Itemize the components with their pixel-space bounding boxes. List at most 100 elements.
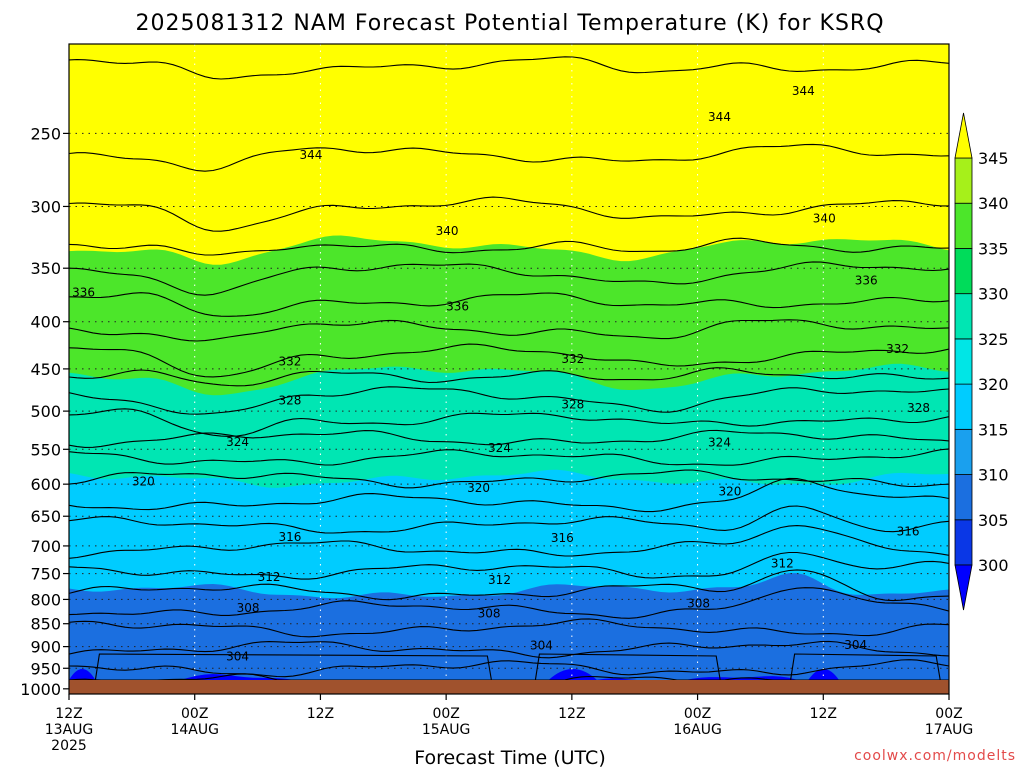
isotherm-lines xyxy=(69,56,949,681)
isotherm-label: 328 xyxy=(907,401,930,415)
isotherm-label: 304 xyxy=(844,638,867,652)
isotherm-label: 344 xyxy=(299,148,322,162)
x-axis-label: Forecast Time (UTC) xyxy=(414,747,605,768)
isotherm-310 xyxy=(69,569,949,602)
isotherm-316 xyxy=(69,505,949,534)
isotherm-334 xyxy=(69,319,949,342)
colorbar-box xyxy=(954,202,973,249)
y-tick-label: 800 xyxy=(30,590,61,609)
isotherm-336 xyxy=(69,292,949,317)
isotherm-label: 308 xyxy=(687,596,710,610)
band-310 xyxy=(69,573,949,694)
y-tick-label: 250 xyxy=(30,124,61,143)
isotherm-label: 316 xyxy=(279,530,302,544)
colorbar-bottom-arrow xyxy=(954,564,973,611)
isotherm-332 xyxy=(69,343,949,378)
x-tick-label: 16AUG xyxy=(673,722,722,738)
isotherm-318 xyxy=(69,477,949,513)
colorbar-tick-label: 315 xyxy=(978,420,1009,439)
isotherm-label: 308 xyxy=(478,607,501,621)
isotherm-312 xyxy=(69,551,949,580)
colorbar-tick-label: 305 xyxy=(978,511,1009,530)
colorbar-tick-label: 325 xyxy=(978,330,1009,349)
x-tick-label: 12Z xyxy=(55,706,82,722)
colorbar-tick-label: 340 xyxy=(978,194,1009,213)
isotherm-344 xyxy=(69,143,949,172)
y-tick-label: 900 xyxy=(30,638,61,657)
isotherm-label: 332 xyxy=(561,352,584,366)
isotherm-label: 336 xyxy=(72,286,95,300)
isotherm-label: 312 xyxy=(771,556,794,570)
isotherm-324 xyxy=(69,429,949,448)
y-tick-label: 600 xyxy=(30,475,61,494)
y-tick-label: 950 xyxy=(30,659,61,678)
colorbar-box xyxy=(954,293,973,340)
x-tick-label: 00Z xyxy=(432,706,459,722)
x-tick-label: 13AUG xyxy=(45,722,94,738)
x-tick-label: 12Z xyxy=(558,706,585,722)
isotherm-label: 320 xyxy=(467,481,490,495)
colorbar-tick-label: 300 xyxy=(978,556,1009,575)
y-tick-label: 450 xyxy=(30,360,61,379)
colorbar-box xyxy=(954,474,973,521)
isotherm-label: 344 xyxy=(708,110,731,124)
y-tick-label: 650 xyxy=(30,507,61,526)
ground-bar xyxy=(69,680,949,694)
isotherm-label: 328 xyxy=(561,398,584,412)
chart-title: 2025081312 NAM Forecast Potential Temper… xyxy=(135,11,884,36)
surface-contour-0 xyxy=(94,653,492,681)
isotherm-label: 304 xyxy=(226,649,249,663)
isotherm-label: 336 xyxy=(855,274,878,288)
surface-contour-1 xyxy=(534,653,721,681)
colorbar-tick-label: 335 xyxy=(978,239,1009,258)
isotherm-label: 324 xyxy=(488,441,511,455)
x-tick-label: 12Z xyxy=(307,706,334,722)
isotherm-338 xyxy=(69,261,949,296)
colorbar-box xyxy=(954,157,973,204)
isotherm-label: 316 xyxy=(551,531,574,545)
isotherm-322 xyxy=(69,448,949,466)
grid-lines xyxy=(69,44,949,694)
x-tick-label: 00Z xyxy=(181,706,208,722)
colorbar-top-arrow xyxy=(954,112,973,159)
isotherm-label: 312 xyxy=(488,573,511,587)
isotherm-label: 304 xyxy=(530,638,553,652)
isotherm-306 xyxy=(69,618,949,638)
isotherm-label: 320 xyxy=(132,474,155,488)
x-tick-label: 14AUG xyxy=(170,722,219,738)
credit-text: coolwx.com/modelts xyxy=(854,748,1016,764)
temperature-field xyxy=(69,44,949,694)
isotherm-308 xyxy=(69,587,949,619)
y-tick-label: 750 xyxy=(30,565,61,584)
x-tick-label: 00Z xyxy=(935,706,962,722)
isotherm-label: 308 xyxy=(237,601,260,615)
isotherm-302 xyxy=(69,659,949,678)
y-tick-label: 700 xyxy=(30,537,61,556)
y-tick-label: 1000 xyxy=(20,680,61,699)
colorbar-box xyxy=(954,428,973,475)
x-tick-label: 00Z xyxy=(684,706,711,722)
y-axis: 250 300 350 400 450 500 550 600 650 700 750 800 850 9… xyxy=(20,124,69,699)
x-tick-label: 17AUG xyxy=(925,722,974,738)
colorbar: 300 305 310 315 320 325 330 335 340 345 xyxy=(954,112,1009,611)
isotherm-labels: 3443443443443403403363363363323323323283… xyxy=(72,84,930,663)
isotherm-label: 336 xyxy=(446,299,469,313)
y-tick-label: 500 xyxy=(30,402,61,421)
colorbar-box xyxy=(954,248,973,295)
colorbar-box xyxy=(954,519,973,566)
isotherm-label: 328 xyxy=(279,394,302,408)
ground-surface xyxy=(69,680,949,694)
surface-contour-2 xyxy=(790,653,941,681)
isotherm-340 xyxy=(69,237,949,256)
isotherm-label: 316 xyxy=(897,524,920,538)
surface-pocket-0 xyxy=(69,669,96,680)
isotherm-326 xyxy=(69,408,949,437)
isotherm-304 xyxy=(69,640,949,659)
y-tick-label: 850 xyxy=(30,615,61,634)
x-tick-label: 15AUG xyxy=(422,722,471,738)
isotherm-label: 332 xyxy=(886,342,909,356)
isotherm-label: 340 xyxy=(813,211,836,225)
colorbar-box xyxy=(954,383,973,430)
